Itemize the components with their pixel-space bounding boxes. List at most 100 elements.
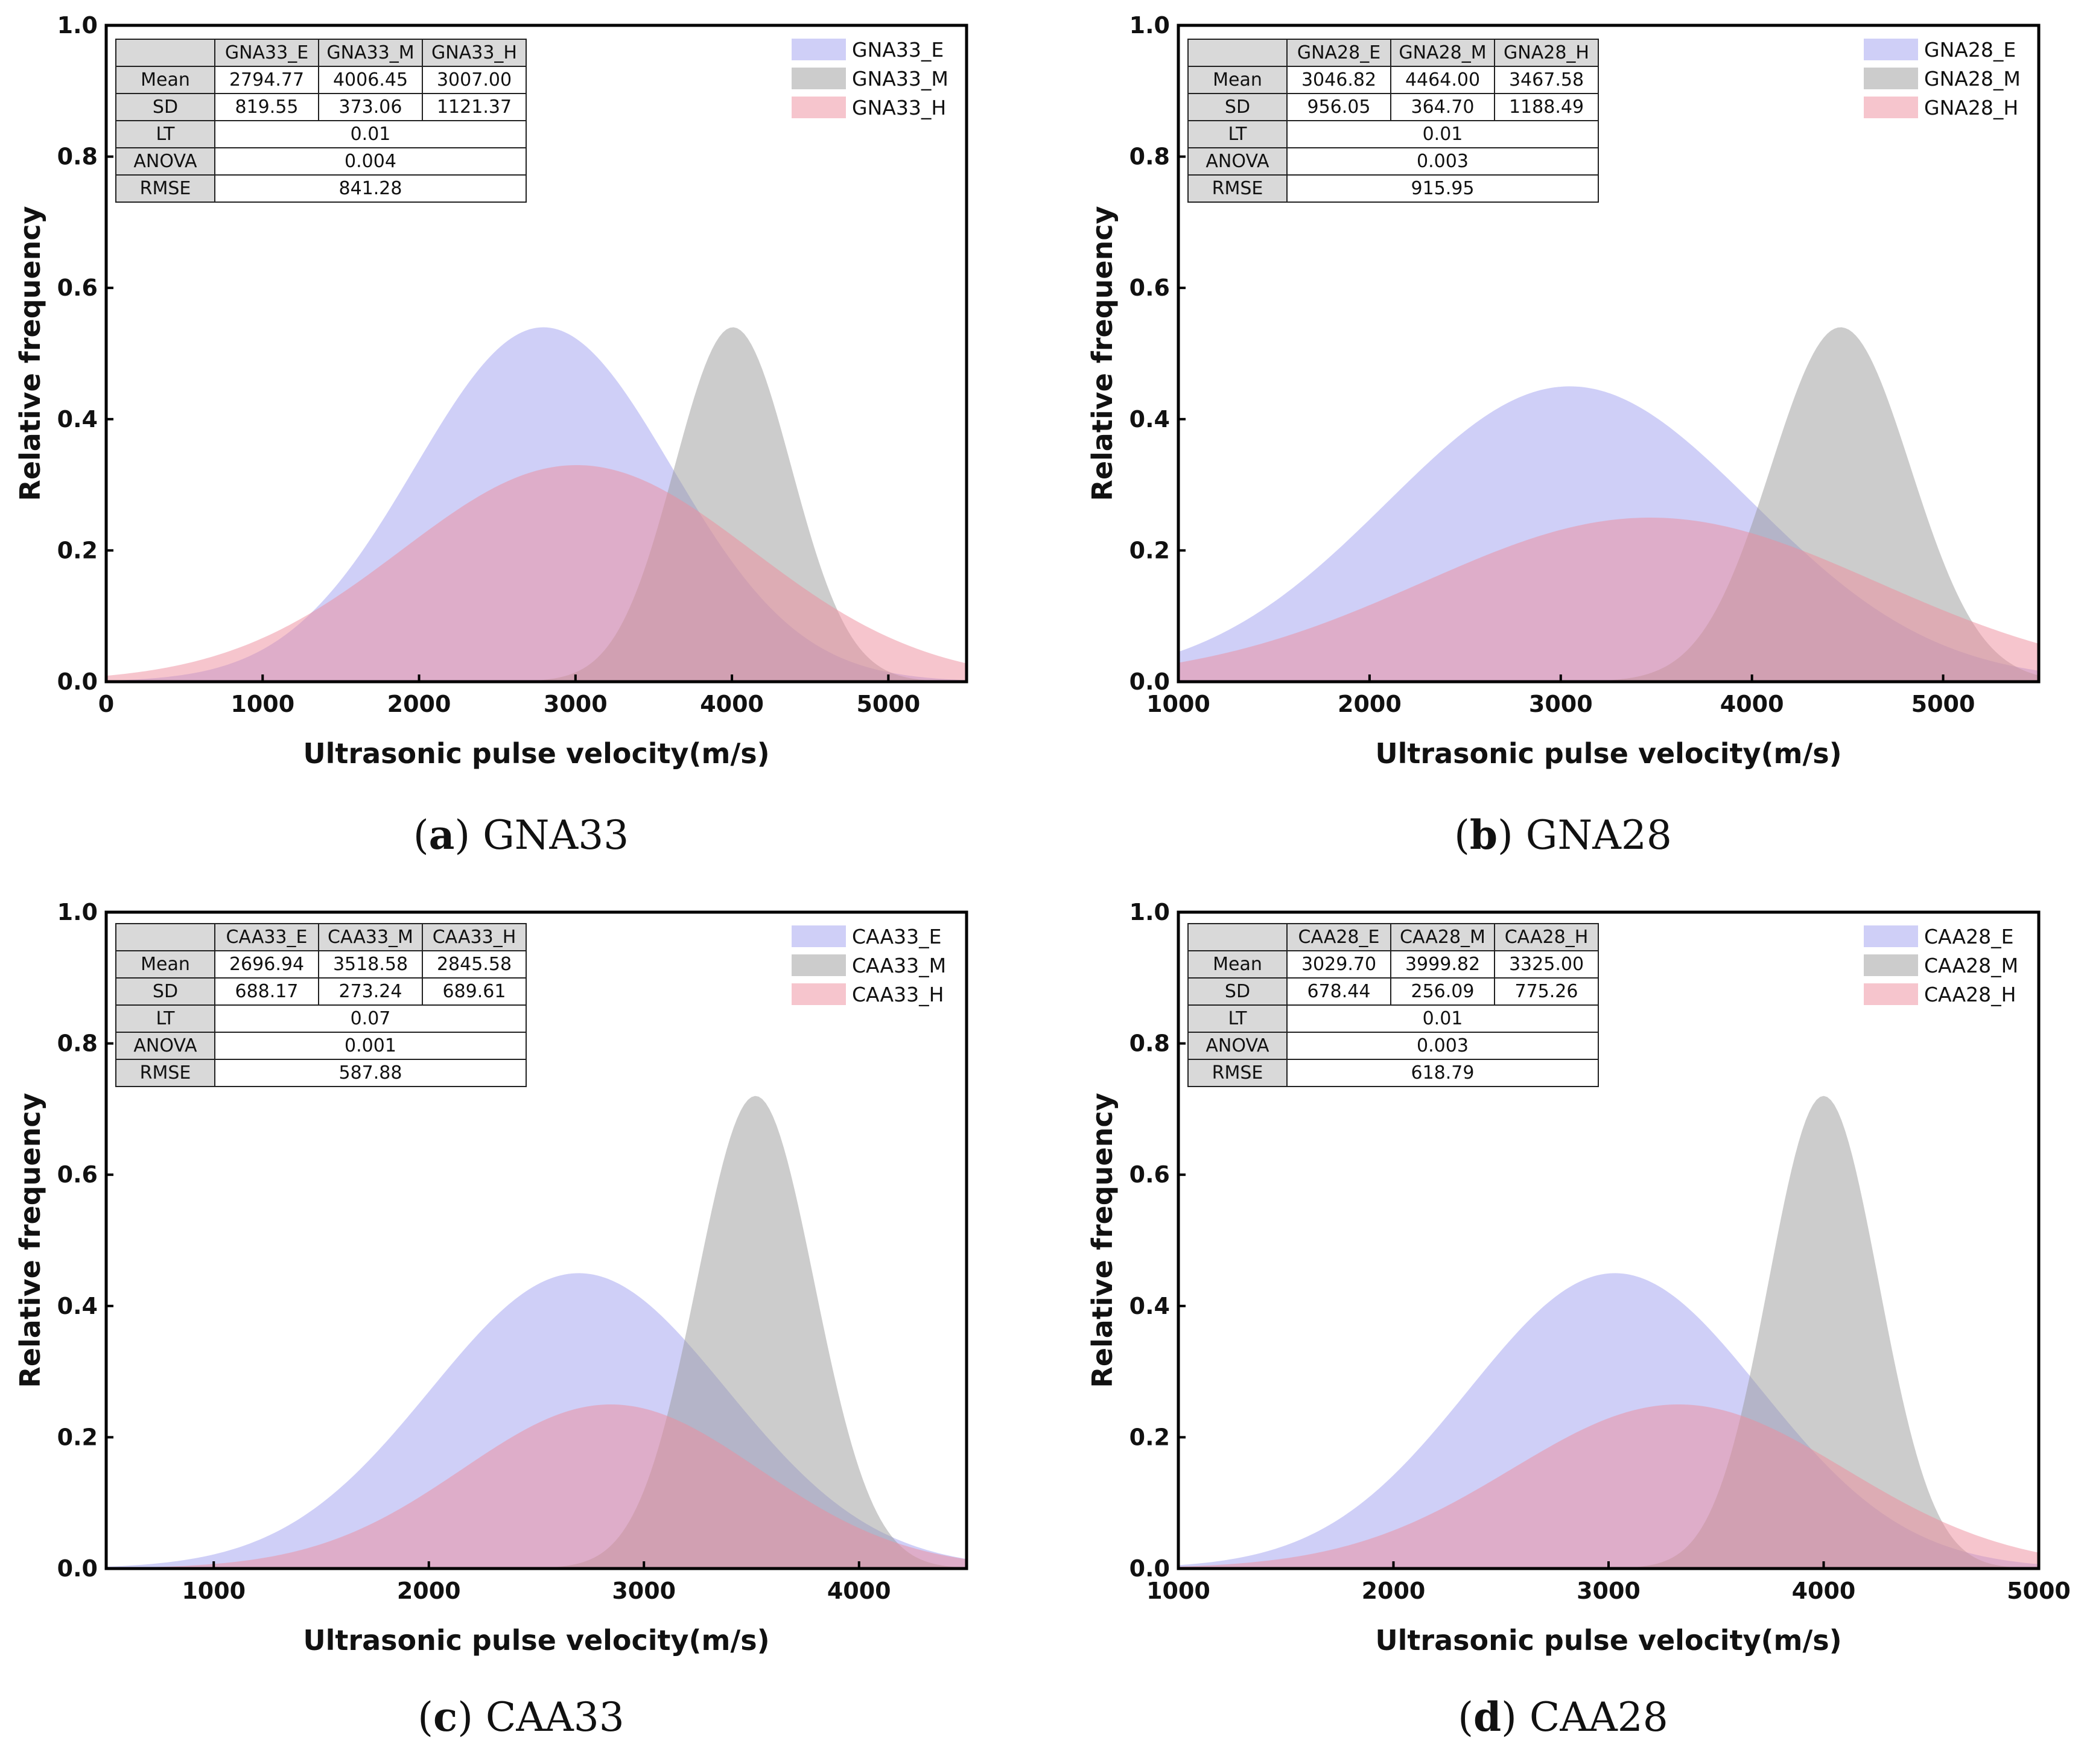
table-row: RMSE 915.95 bbox=[1187, 174, 1599, 203]
table-cell: 2696.94 bbox=[214, 950, 319, 979]
table-row-label: Mean bbox=[115, 66, 215, 94]
chart-panel-d: 0.0 0.2 0.4 0.6 0.8 1.0 1000 2000 3000 4000 5000 Ul… bbox=[1042, 882, 2084, 1764]
plot-area-a bbox=[106, 327, 967, 682]
table-row: LT 0.01 bbox=[1187, 120, 1599, 148]
table-row-label: ANOVA bbox=[1187, 147, 1288, 176]
chart-panel-a: 0.0 0.2 0.4 0.6 0.8 1.0 0 1000 2000 3000 4000 5000 U… bbox=[0, 0, 1042, 882]
table-row: Mean 2794.77 4006.45 3007.00 bbox=[115, 66, 527, 94]
caption-name-d: CAA28 bbox=[1529, 1694, 1668, 1740]
plot-frame-c bbox=[104, 910, 968, 1570]
table-row-label: SD bbox=[115, 93, 215, 121]
table-row-label: ANOVA bbox=[1187, 1032, 1288, 1060]
table-cell: 3325.00 bbox=[1494, 950, 1599, 979]
table-cell: 256.09 bbox=[1390, 977, 1495, 1006]
table-row: Mean 2696.94 3518.58 2845.58 bbox=[115, 950, 527, 979]
legend-swatch bbox=[1864, 925, 1918, 947]
y-tick-label: 1.0 bbox=[1129, 899, 1170, 925]
legend-swatch bbox=[1864, 983, 1918, 1005]
table-cell: 3029.70 bbox=[1286, 950, 1391, 979]
y-axis-title: Relative frequency bbox=[14, 206, 46, 501]
y-tick-label: 0.2 bbox=[1129, 537, 1170, 563]
table-row-label: LT bbox=[115, 1004, 215, 1033]
table-corner-cell bbox=[115, 923, 215, 951]
table-cell: 689.61 bbox=[422, 977, 527, 1006]
legend-swatch bbox=[792, 983, 846, 1005]
chart-svg-a: 0.0 0.2 0.4 0.6 0.8 1.0 0 1000 2000 3000 4000 5000 U… bbox=[14, 12, 968, 770]
chart-panel-c: 0.0 0.2 0.4 0.6 0.8 1.0 1000 2000 3000 4000 Ultras… bbox=[0, 882, 1042, 1764]
legend-label: GNA33_E bbox=[852, 38, 944, 62]
table-cell: 2794.77 bbox=[214, 66, 319, 94]
table-row-label: Mean bbox=[1187, 66, 1288, 94]
legend-label: CAA28_M bbox=[1924, 954, 2018, 977]
table-header-row: GNA33_E GNA33_M GNA33_H bbox=[115, 39, 527, 67]
table-header-cell: CAA33_E bbox=[214, 923, 319, 951]
table-cell: 688.17 bbox=[214, 977, 319, 1006]
table-cell: 0.01 bbox=[1286, 120, 1599, 148]
x-tick-label: 5000 bbox=[1911, 691, 1975, 717]
caption-name-c: CAA33 bbox=[485, 1694, 624, 1740]
x-tick-label: 4000 bbox=[700, 691, 764, 717]
legend-label: GNA28_E bbox=[1924, 38, 2016, 62]
table-row: Mean 3046.82 4464.00 3467.58 bbox=[1187, 66, 1599, 94]
y-tick-label: 1.0 bbox=[1129, 12, 1170, 39]
table-header-cell: CAA28_H bbox=[1494, 923, 1599, 951]
legend-swatch bbox=[792, 954, 846, 976]
y-tick-label: 0.4 bbox=[57, 1293, 98, 1319]
table-row: LT 0.07 bbox=[115, 1004, 527, 1033]
legend-label: GNA28_M bbox=[1924, 67, 2021, 90]
table-row-label: RMSE bbox=[115, 174, 215, 203]
table-row-label: SD bbox=[115, 977, 215, 1006]
legend-swatch bbox=[792, 39, 846, 60]
table-cell: 273.24 bbox=[318, 977, 423, 1006]
table-header-cell: CAA28_E bbox=[1286, 923, 1391, 951]
table-header-cell: GNA28_M bbox=[1390, 39, 1495, 67]
table-header-cell: GNA28_E bbox=[1286, 39, 1391, 67]
x-tick-label: 3000 bbox=[544, 691, 608, 717]
caption-name-a: GNA33 bbox=[483, 812, 629, 858]
x-tick-label: 3000 bbox=[612, 1578, 676, 1604]
x-tick-label: 4000 bbox=[1720, 691, 1784, 717]
table-row: SD 678.44 256.09 775.26 bbox=[1187, 977, 1599, 1006]
table-row-label: SD bbox=[1187, 93, 1288, 121]
y-tick-label: 0.4 bbox=[1129, 1293, 1170, 1319]
series-area-caa33-m bbox=[106, 1096, 967, 1569]
caption-letter-a: a bbox=[428, 811, 455, 858]
legend-swatch bbox=[792, 97, 846, 118]
table-cell: 3467.58 bbox=[1494, 66, 1599, 94]
x-axis-title: Ultrasonic pulse velocity(m/s) bbox=[1375, 1624, 1841, 1657]
table-header-row: GNA28_E GNA28_M GNA28_H bbox=[1187, 39, 1599, 67]
x-tick-label: 5000 bbox=[856, 691, 920, 717]
y-tick-label: 0.0 bbox=[1129, 668, 1170, 695]
table-row: RMSE 618.79 bbox=[1187, 1059, 1599, 1087]
y-tick-label: 0.4 bbox=[57, 406, 98, 433]
table-header-row: CAA33_E CAA33_M CAA33_H bbox=[115, 923, 527, 951]
plot-frame-b bbox=[1177, 24, 2041, 684]
table-header-row: CAA28_E CAA28_M CAA28_H bbox=[1187, 923, 1599, 951]
table-row-label: Mean bbox=[115, 950, 215, 979]
chart-svg-d: 0.0 0.2 0.4 0.6 0.8 1.0 1000 2000 3000 4000 5000 Ul… bbox=[1086, 899, 2071, 1657]
plot-area-b bbox=[1178, 327, 2039, 682]
x-tick-label: 1000 bbox=[182, 1578, 246, 1604]
table-cell: 0.01 bbox=[1286, 1004, 1599, 1033]
legend-a: GNA33_E GNA33_M GNA33_H bbox=[792, 38, 948, 119]
table-cell: 0.001 bbox=[214, 1032, 527, 1060]
table-row: SD 819.55 373.06 1121.37 bbox=[115, 93, 527, 121]
stats-table-c: CAA33_E CAA33_M CAA33_H Mean 2696.94 3518.58 2… bbox=[115, 923, 527, 1087]
y-tick-label: 0.0 bbox=[1129, 1555, 1170, 1582]
legend-label: CAA33_E bbox=[852, 925, 941, 948]
chart-panel-b: 0.0 0.2 0.4 0.6 0.8 1.0 1000 2000 3000 4000 5000 Ul… bbox=[1042, 0, 2084, 882]
table-row: RMSE 587.88 bbox=[115, 1059, 527, 1087]
y-axis-title: Relative frequency bbox=[1086, 206, 1119, 501]
legend-b: GNA28_E GNA28_M GNA28_H bbox=[1864, 38, 2021, 119]
legend-swatch bbox=[1864, 39, 1918, 60]
y-tick-label: 0.2 bbox=[57, 537, 98, 563]
table-cell: 2845.58 bbox=[422, 950, 527, 979]
y-tick-label: 0.8 bbox=[1129, 144, 1170, 170]
table-cell: 3007.00 bbox=[422, 66, 527, 94]
caption-name-b: GNA28 bbox=[1525, 812, 1672, 858]
y-axis-title: Relative frequency bbox=[1086, 1093, 1119, 1388]
table-cell: 373.06 bbox=[318, 93, 423, 121]
table-cell: 0.003 bbox=[1286, 1032, 1599, 1060]
legend-label: GNA33_H bbox=[852, 96, 946, 119]
x-axis-title: Ultrasonic pulse velocity(m/s) bbox=[303, 1624, 769, 1657]
